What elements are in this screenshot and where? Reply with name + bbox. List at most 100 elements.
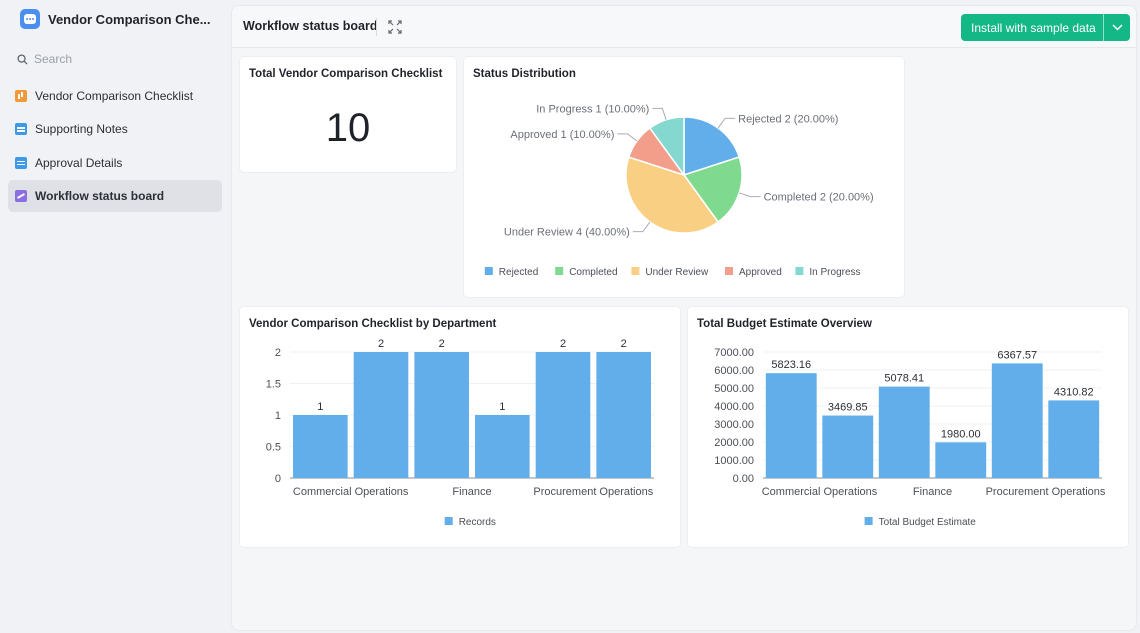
pie-slice-under-review[interactable] (625, 156, 720, 234)
pie-label-line (652, 107, 667, 120)
bar[interactable] (353, 352, 409, 478)
status-distribution-card: Status Distribution Rejected 2 (20.00%) C… (464, 57, 904, 297)
y-tick-label: 5000.00 (714, 383, 754, 395)
sidebar-item-label: Vendor Comparison Checklist (35, 89, 194, 103)
bar-value-label: 5078.41 (884, 373, 924, 385)
y-tick-label: 1000.00 (714, 455, 754, 467)
document-icon (15, 156, 27, 169)
chevron-down-icon (1111, 24, 1123, 31)
x-tick-label: Commercial Operations (293, 486, 409, 498)
legend-swatch (444, 517, 453, 525)
sidebar-item-workflow-status-board[interactable]: Workflow status board (8, 179, 222, 212)
bar[interactable] (1048, 400, 1100, 478)
bar-value-label: 2 (560, 338, 566, 350)
y-tick-label: 6000.00 (714, 365, 754, 377)
bar-value-label: 3469.85 (828, 402, 868, 414)
install-button-label: Install with sample data (971, 20, 1096, 35)
sidebar-item-supporting-notes[interactable]: Supporting Notes (8, 113, 222, 145)
bar-value-label: 2 (378, 338, 384, 350)
bar[interactable] (596, 352, 651, 478)
bar[interactable] (475, 415, 530, 478)
y-tick-label: 0.5 (266, 442, 281, 454)
pie-label-line (717, 117, 736, 129)
legend-swatch (864, 517, 873, 525)
legend-swatch (725, 267, 733, 275)
pie-data-label: In Progress 1 (10.00%) (536, 103, 649, 115)
total-records-card: Total Vendor Comparison Checklist 10 (240, 57, 456, 172)
legend-item-completed[interactable]: Completed (569, 267, 617, 278)
pie-data-label: Rejected 2 (20.00%) (738, 113, 838, 125)
pie-label-line (739, 192, 761, 198)
legend-swatch (795, 267, 804, 275)
legend-item-approved[interactable]: Approved (739, 267, 782, 278)
bar[interactable] (878, 386, 930, 478)
page-title: Workflow status board (243, 19, 378, 33)
table-icon (15, 90, 27, 102)
search-placeholder: Search (34, 52, 73, 66)
bar-value-label: 6367.57 (997, 349, 1037, 361)
pie-slice-rejected[interactable] (683, 116, 741, 177)
sidebar-item-approval-details[interactable]: Approval Details (8, 147, 222, 179)
budget-bar-chart: 0.00 1000.00 2000.00 3000.00 4000.00 5000.00 6… (714, 347, 1106, 528)
card-title: Total Budget Estimate Overview (697, 318, 872, 330)
y-tick-label: 0 (275, 473, 281, 485)
toolbar-divider (376, 18, 377, 36)
bar[interactable] (822, 415, 874, 478)
bar-value-label: 1980.00 (941, 428, 981, 440)
y-tick-label: 4000.00 (714, 401, 754, 413)
card-title: Status Distribution (473, 68, 576, 80)
legend-item-total-budget-estimate[interactable]: Total Budget Estimate (879, 517, 977, 528)
expand-icon[interactable] (388, 20, 402, 34)
pie-label-line (632, 221, 651, 233)
bar-value-label: 1 (499, 401, 505, 413)
search-icon (17, 53, 28, 65)
legend-item-rejected[interactable]: Rejected (499, 267, 538, 278)
x-tick-label: Finance (452, 486, 491, 498)
y-tick-label: 3000.00 (714, 419, 754, 431)
bar-value-label: 4310.82 (1054, 386, 1094, 398)
dashboard-icon (15, 189, 27, 202)
search-input[interactable]: Search (17, 50, 217, 68)
legend-item-under-review[interactable]: Under Review (645, 267, 709, 278)
legend-swatch (484, 267, 493, 275)
y-tick-label: 1.5 (266, 379, 281, 391)
budget-bar-card: Total Budget Estimate Overview 0.00 1000.… (688, 307, 1128, 547)
legend-item-records[interactable]: Records (459, 517, 496, 528)
install-with-sample-data-button[interactable]: Install with sample data (961, 14, 1130, 41)
bar[interactable] (765, 373, 817, 478)
document-icon (15, 123, 27, 136)
pie-data-label: Under Review 4 (40.00%) (504, 227, 630, 239)
bar-value-label: 1 (317, 401, 323, 413)
legend-swatch (555, 267, 564, 275)
sidebar-item-label: Supporting Notes (35, 122, 128, 137)
install-options-dropdown[interactable] (1104, 24, 1130, 31)
bar[interactable] (535, 352, 591, 478)
sidebar-nav: Vendor Comparison Checklist Supporting N… (8, 80, 222, 213)
bar-value-label: 5823.16 (771, 359, 811, 371)
pie-data-label: Approved 1 (10.00%) (510, 129, 614, 141)
department-bar-card: Vendor Comparison Checklist by Departmen… (240, 307, 680, 547)
x-tick-label: Procurement Operations (533, 486, 653, 498)
y-tick-label: 0.00 (733, 473, 754, 485)
install-button-divider (1103, 14, 1104, 41)
pie-label-line (617, 133, 638, 142)
sidebar-item-vendor-comparison-checklist[interactable]: Vendor Comparison Checklist (8, 80, 222, 112)
y-tick-label: 1 (275, 410, 281, 422)
department-bar-chart: 0 0.5 1 1.5 2 1 2 2 1 2 2 Commercial Operations Fina… (266, 338, 654, 528)
bar-value-label: 2 (621, 338, 627, 350)
pie-slice-completed[interactable] (682, 156, 743, 223)
app-header[interactable]: Vendor Comparison Che... (10, 8, 224, 30)
y-tick-label: 7000.00 (714, 347, 754, 359)
app-logo-icon (20, 9, 40, 29)
legend-item-in-progress[interactable]: In Progress (809, 267, 860, 278)
bar[interactable] (935, 442, 987, 478)
pie-data-label: Completed 2 (20.00%) (764, 192, 874, 204)
sidebar: Vendor Comparison Che... Search Vendor C… (0, 0, 231, 633)
bar-value-label: 2 (439, 338, 445, 350)
bar[interactable] (991, 363, 1043, 478)
status-pie-chart: Rejected 2 (20.00%) Completed 2 (20.00%) U… (484, 103, 874, 278)
bar[interactable] (414, 352, 469, 478)
x-tick-label: Finance (913, 486, 952, 498)
card-title: Total Vendor Comparison Checklist (249, 68, 443, 80)
bar[interactable] (293, 415, 348, 478)
